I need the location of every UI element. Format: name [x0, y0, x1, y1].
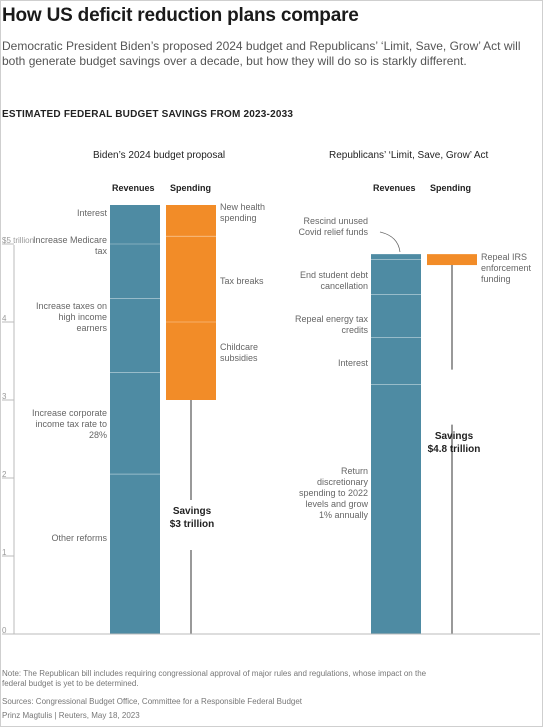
- label-new-health-spending: New health spending: [220, 202, 266, 223]
- biden-spending-header: Spending: [170, 183, 211, 193]
- biden-savings-value: $3 trillion: [169, 519, 215, 530]
- biden-revenue-bar-3: [110, 244, 160, 299]
- biden-revenue-bar-0: [110, 474, 160, 634]
- label-other-reforms: Other reforms: [51, 533, 107, 543]
- label-end-student-debt: End student debt cancellation: [299, 270, 368, 291]
- biden-panel-title: Biden’s 2024 budget proposal: [93, 150, 226, 161]
- label-repeal-irs: Repeal IRS enforcement funding: [481, 252, 532, 284]
- gop-revenues-header: Revenues: [373, 183, 416, 193]
- biden-revenue-bar-4: [110, 205, 160, 244]
- biden-revenue-bar-2: [110, 298, 160, 373]
- chart-note: Note: The Republican bill includes requi…: [2, 669, 427, 688]
- ytick-label-4: 4: [2, 314, 7, 323]
- biden-revenues-header: Revenues: [112, 183, 155, 193]
- biden-spending-bar-0: [166, 205, 216, 237]
- label-tax-breaks: Tax breaks: [220, 276, 264, 286]
- gop-panel-title: Republicans’ ‘Limit, Save, Grow’ Act: [329, 150, 489, 161]
- chart-credit: Prinz Magtulis | Reuters, May 18, 2023: [2, 711, 140, 720]
- ytick-label-5: $5 trillion: [2, 236, 35, 245]
- chart-sources: Sources: Congressional Budget Office, Co…: [2, 697, 303, 706]
- label-rescind-covid: Rescind unused Covid relief funds: [298, 216, 368, 237]
- label-corporate-tax: Increase corporate income tax rate to 28…: [31, 408, 107, 440]
- gop-revenue-bar-0: [371, 384, 421, 634]
- biden-revenue-bar-1: [110, 372, 160, 475]
- gop-revenue-bar-3: [371, 259, 421, 295]
- label-taxes-high-income: Increase taxes on high income earners: [35, 301, 107, 333]
- label-return-discretionary: Return discretionary spending to 2022 le…: [298, 466, 368, 520]
- label-interest: Interest: [76, 208, 107, 218]
- biden-spending-bar-2: [166, 322, 216, 400]
- ytick-label-0: 0: [2, 626, 7, 635]
- ytick-label-3: 3: [2, 392, 7, 401]
- label-childcare-subsidies: Childcare subsidies: [220, 342, 259, 363]
- biden-spending-bar-1: [166, 236, 216, 322]
- chart-subtitle: Democratic President Biden’s proposed 20…: [2, 39, 521, 68]
- ytick-label-2: 2: [2, 470, 7, 479]
- gop-spending-header: Spending: [430, 183, 471, 193]
- gop-revenue-bar-2: [371, 294, 421, 338]
- biden-savings-title: Savings: [172, 506, 212, 517]
- gop-revenue-bar-1: [371, 337, 421, 385]
- gop-spending-bar-0: [427, 254, 477, 266]
- gop-revenue-bar-4: [371, 254, 421, 260]
- gop-savings-title: Savings: [434, 431, 474, 442]
- section-title: ESTIMATED FEDERAL BUDGET SAVINGS FROM 20…: [2, 109, 294, 120]
- label-repeal-energy-credits: Repeal energy tax credits: [294, 314, 368, 335]
- gop-savings-value: $4.8 trillion: [427, 444, 481, 455]
- ytick-label-1: 1: [2, 548, 7, 557]
- label-increase-medicare-tax: Increase Medicare tax: [32, 235, 107, 256]
- covid-label-leader: [379, 231, 401, 253]
- chart-title: How US deficit reduction plans compare: [2, 5, 359, 26]
- label-gop-interest: Interest: [337, 358, 368, 368]
